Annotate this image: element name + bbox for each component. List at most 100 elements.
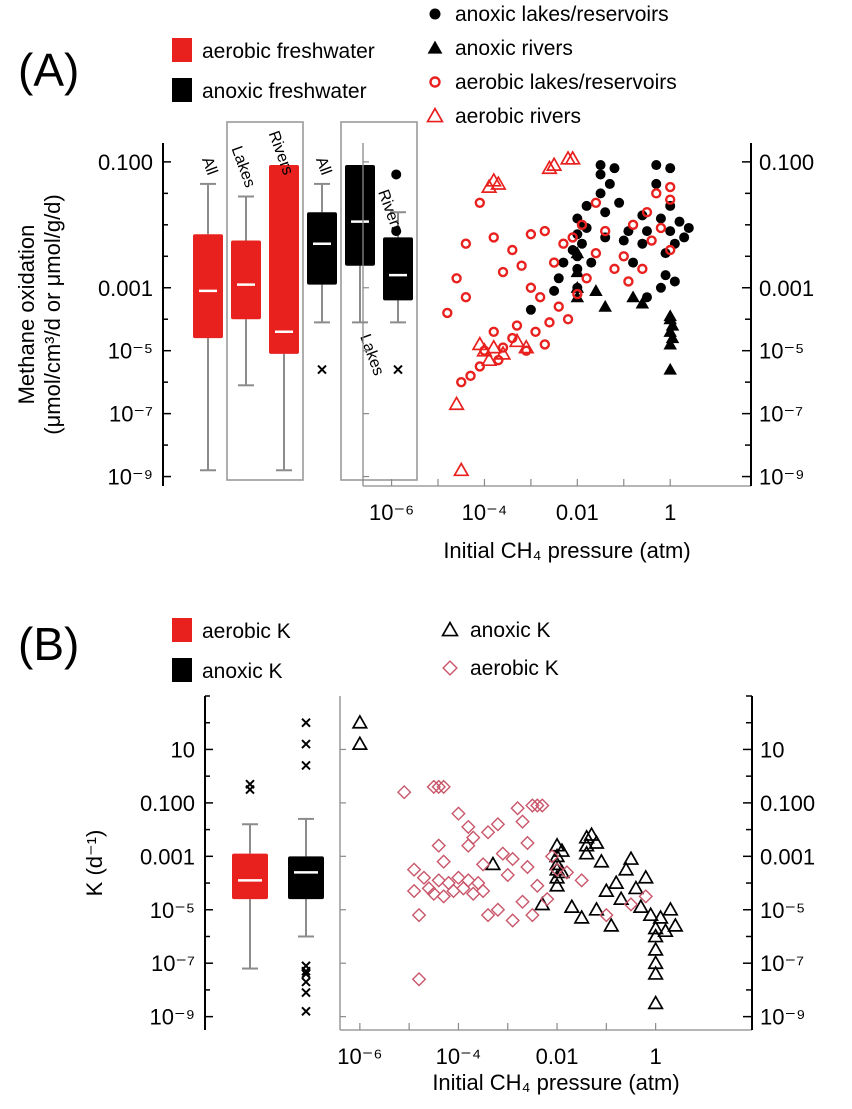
scatter-point bbox=[480, 825, 496, 840]
scatter-point bbox=[618, 235, 629, 246]
legend-marker bbox=[441, 620, 459, 637]
legend-marker bbox=[427, 40, 443, 54]
scatter-point bbox=[521, 345, 532, 356]
scatter-point bbox=[471, 335, 489, 351]
legend-swatch bbox=[172, 38, 192, 62]
scatter-point bbox=[679, 232, 690, 243]
scatter-point bbox=[539, 225, 551, 237]
scatter-point bbox=[490, 175, 507, 190]
scatter-point bbox=[588, 834, 605, 849]
scatter-point bbox=[541, 159, 558, 175]
scatter-point bbox=[641, 292, 652, 303]
legend-swatch bbox=[172, 618, 192, 642]
scatter-point bbox=[539, 339, 551, 350]
scatter-point bbox=[604, 178, 615, 189]
box-group-label: All bbox=[312, 155, 334, 178]
scatter-point bbox=[665, 244, 676, 256]
legend-marker bbox=[426, 106, 444, 123]
scatter-point bbox=[485, 339, 502, 354]
scatter-point bbox=[451, 870, 466, 885]
scatter-point bbox=[453, 461, 470, 477]
scatter-point bbox=[665, 226, 676, 237]
scatter-point bbox=[474, 361, 486, 372]
y-tick-label-right: 0.100 bbox=[760, 791, 815, 816]
x-tick-label: 0.01 bbox=[536, 1044, 579, 1069]
scatter-point bbox=[674, 216, 685, 227]
scatter-point bbox=[461, 838, 476, 853]
scatter-point bbox=[578, 837, 595, 852]
scatter-point bbox=[525, 229, 537, 240]
y-tick-label-right: 0.001 bbox=[760, 844, 815, 869]
legend-label: anoxic K bbox=[202, 660, 283, 683]
scatter-point bbox=[665, 181, 676, 193]
scatter-point bbox=[442, 307, 453, 319]
x-tick-label: 1 bbox=[650, 1044, 662, 1069]
scatter-point bbox=[628, 257, 639, 268]
scatter-point bbox=[647, 920, 664, 935]
y-tick-label: 10⁻⁷ bbox=[151, 951, 195, 976]
scatter-point bbox=[525, 304, 536, 315]
scatter-point bbox=[530, 798, 545, 813]
y-tick-label: 10⁻⁹ bbox=[149, 1005, 195, 1030]
y-axis-title: Methane oxidation bbox=[14, 225, 39, 405]
scatter-point bbox=[647, 965, 664, 980]
scatter-point bbox=[558, 257, 569, 268]
scatter-point bbox=[638, 889, 654, 904]
scatter-point bbox=[595, 169, 606, 180]
legend-label: aerobic K bbox=[470, 657, 559, 680]
x-axis-title: Initial CH₄ pressure (atm) bbox=[443, 538, 690, 563]
scatter-point bbox=[646, 235, 657, 246]
y-tick-label: 0.001 bbox=[98, 276, 153, 301]
scatter-point bbox=[507, 244, 518, 256]
scatter-point bbox=[456, 376, 467, 388]
scatter-point bbox=[617, 861, 635, 876]
scatter-point bbox=[494, 345, 512, 360]
scatter-point bbox=[525, 907, 540, 923]
y-tick-label-right: 10⁻⁵ bbox=[759, 339, 804, 364]
y-tick-label: 10 bbox=[171, 737, 195, 762]
scatter-point bbox=[637, 263, 648, 275]
panel-label: (A) bbox=[18, 44, 79, 96]
scatter-point bbox=[570, 265, 585, 278]
y-tick-label: 10⁻⁵ bbox=[108, 339, 153, 364]
y-tick-label: 0.100 bbox=[98, 150, 153, 175]
scatter-point bbox=[660, 248, 671, 259]
box bbox=[307, 212, 337, 285]
scatter-point bbox=[431, 873, 446, 888]
scatter-point bbox=[548, 877, 566, 892]
scatter-point bbox=[647, 941, 664, 956]
y-tick-label-right: 10⁻⁹ bbox=[759, 465, 805, 490]
scatter-point bbox=[520, 859, 535, 875]
scatter-point bbox=[652, 909, 669, 924]
scatter-point bbox=[431, 838, 446, 853]
scatter-point bbox=[578, 845, 595, 860]
scatter-point bbox=[665, 194, 676, 205]
scatter-point bbox=[609, 163, 620, 174]
scatter-point bbox=[553, 301, 564, 312]
legend-swatch bbox=[172, 78, 192, 102]
scatter-point bbox=[544, 849, 560, 864]
y-tick-label: 10⁻⁹ bbox=[107, 465, 153, 490]
scatter-point bbox=[623, 276, 634, 287]
scatter-point bbox=[570, 281, 585, 293]
scatter-point bbox=[576, 219, 588, 231]
scatter-point bbox=[573, 909, 590, 924]
scatter-point bbox=[351, 714, 369, 729]
scatter-point bbox=[460, 291, 472, 303]
scatter-point bbox=[451, 273, 462, 284]
box bbox=[193, 234, 223, 339]
scatter-point bbox=[663, 362, 677, 375]
scatter-point bbox=[574, 873, 589, 888]
scatter-point bbox=[593, 853, 610, 868]
scatter-point bbox=[665, 163, 676, 174]
x-tick-label: 1 bbox=[664, 500, 676, 525]
x-tick-label: 0.01 bbox=[556, 500, 599, 525]
y-axis-title: K (d⁻¹) bbox=[82, 830, 107, 897]
box-group-label: Lakes bbox=[356, 332, 387, 378]
y-tick-label-right: 10 bbox=[760, 737, 784, 762]
scatter-point bbox=[411, 907, 427, 923]
panel-b: (B) aerobic K anoxic K anoxic K aerobic K 10 0… bbox=[18, 618, 815, 1095]
scatter-point bbox=[637, 210, 648, 221]
box-group-label: Lakes bbox=[228, 144, 259, 190]
